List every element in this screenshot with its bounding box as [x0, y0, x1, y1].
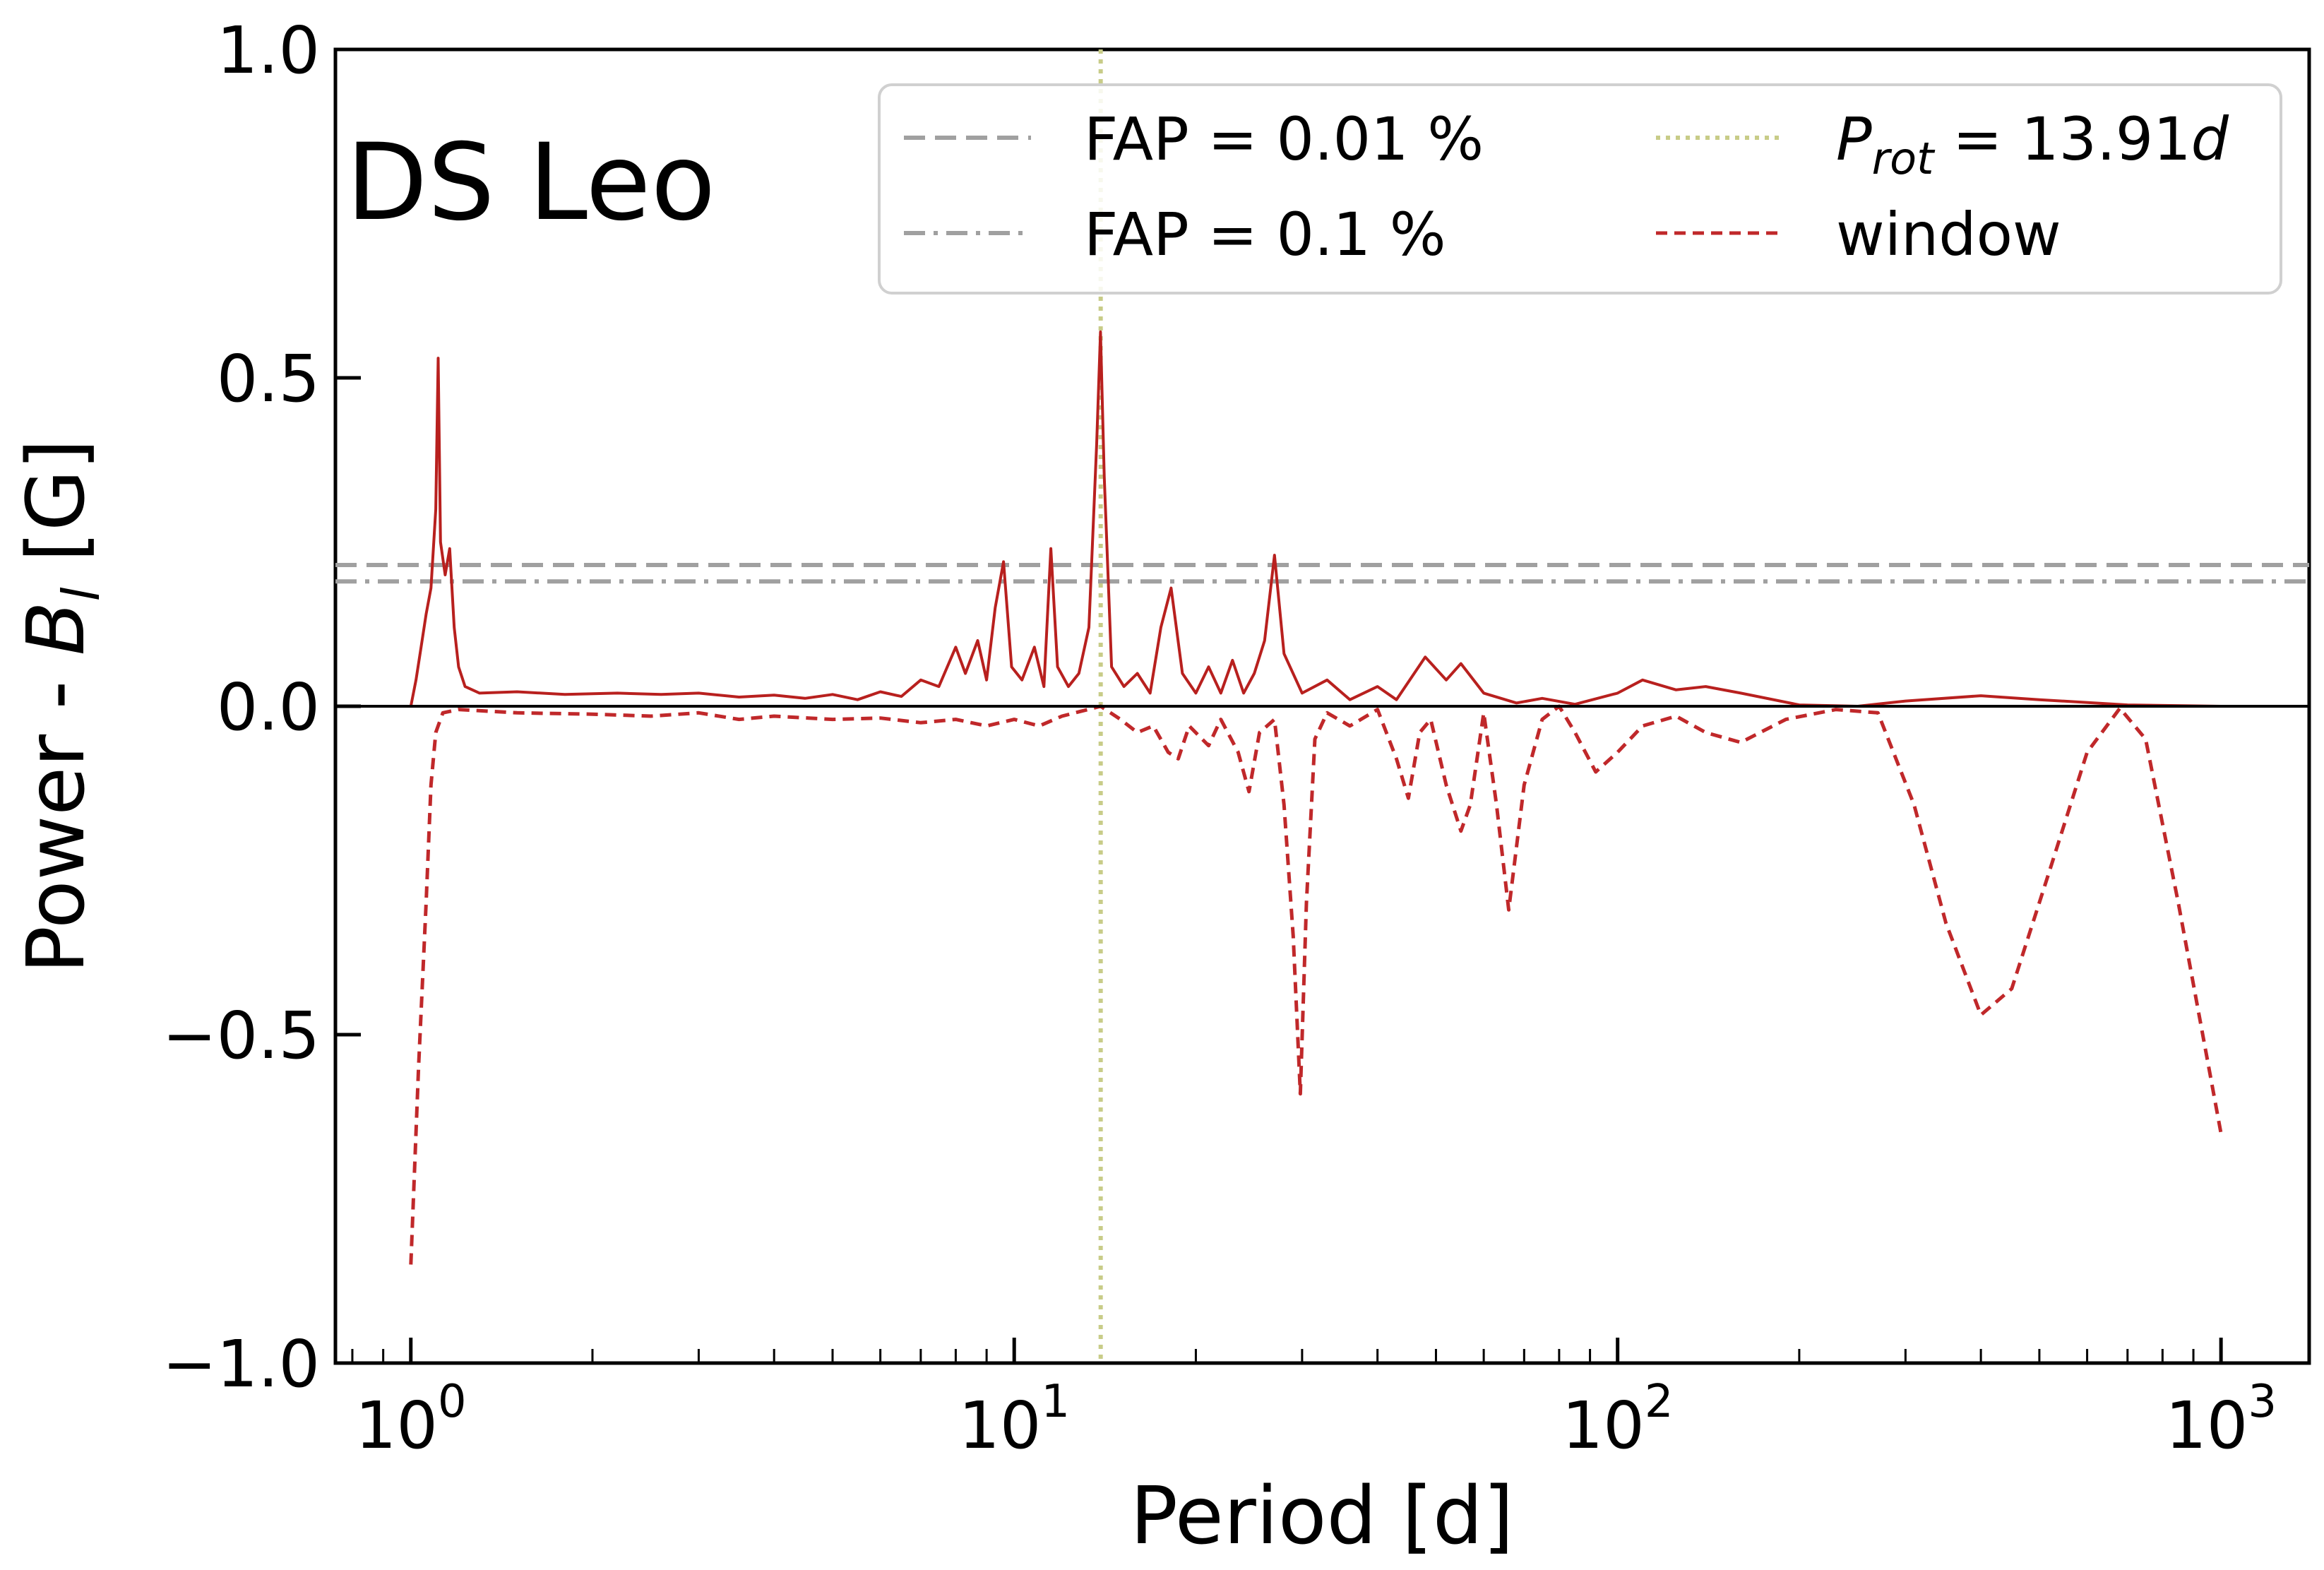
x-tick-label: 102: [1562, 1376, 1674, 1463]
x-axis: 100 101 102 103: [351, 1338, 2277, 1463]
legend-label-fap-001: FAP = 0.01 %: [1084, 105, 1484, 174]
legend-label-prot-sub: rot: [1872, 133, 1936, 184]
legend-box: [878, 83, 2282, 295]
series-power: [409, 330, 2222, 708]
legend-label-prot-unit: d: [2191, 105, 2229, 174]
x-tick-label: 100: [355, 1376, 467, 1463]
legend: FAP = 0.01 % FAP = 0.1 % Prot = 13.91d w…: [878, 83, 2282, 295]
y-axis-label-sub: l: [52, 587, 111, 601]
y-tick-label: 1.0: [217, 13, 320, 88]
legend-label-prot: Prot = 13.91d: [1836, 105, 2229, 184]
y-tick-label: −0.5: [162, 998, 320, 1074]
y-tick-label: 0.5: [217, 341, 320, 417]
y-tick-label: −1.0: [162, 1326, 320, 1402]
series-layer: [409, 330, 2223, 1265]
legend-label-prot-p: P: [1836, 105, 1872, 174]
x-tick-label: 101: [958, 1376, 1070, 1463]
y-axis-label-main: Power -: [11, 655, 102, 973]
y-tick-label: 0.0: [217, 670, 320, 745]
y-axis: 1.0 0.5 0.0 −0.5 −1.0: [162, 13, 361, 1402]
legend-label-fap-01: FAP = 0.1 %: [1084, 200, 1446, 269]
series-window: [409, 704, 2223, 1265]
x-tick-label: 103: [2165, 1376, 2277, 1463]
x-axis-label: Period [d]: [1130, 1470, 1513, 1562]
legend-label-prot-value: = 13.91: [1933, 105, 2191, 174]
legend-label-window: window: [1836, 200, 2061, 269]
panel-label: DS Leo: [346, 121, 715, 244]
y-axis-label-b: B: [11, 601, 102, 655]
y-axis-label: Power - Bl [G]: [11, 439, 111, 974]
y-axis-label-unit: [G]: [11, 439, 102, 588]
